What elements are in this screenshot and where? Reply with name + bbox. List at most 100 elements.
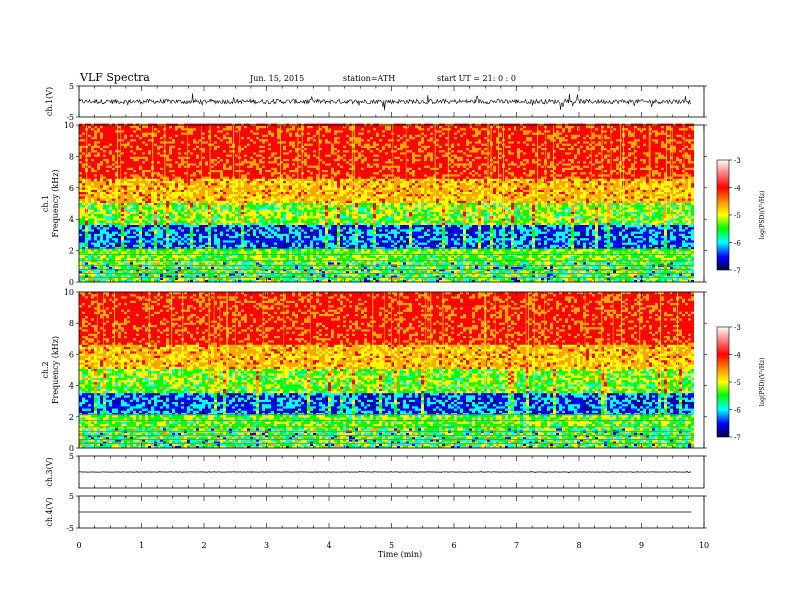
spectrogram-cell [79, 137, 82, 139]
spectrogram-cell [88, 163, 91, 165]
spectrogram-cell [79, 212, 82, 214]
spectrogram-cell [82, 216, 85, 218]
spectrogram-cell [94, 170, 97, 172]
spectrogram-cell [94, 132, 97, 134]
spectrogram-cell [103, 154, 106, 156]
spectrogram-cell [82, 181, 85, 183]
spectrogram-cell [94, 190, 97, 192]
spectrogram-cell [100, 152, 103, 154]
spectrogram-cell [103, 238, 106, 240]
spectrogram-cell [94, 234, 97, 236]
waveform-trace [79, 93, 691, 110]
spectrogram-cell [103, 194, 106, 196]
spectrogram-cell [109, 172, 112, 174]
spectrogram-cell [103, 172, 106, 174]
spectrogram-cell [79, 139, 82, 141]
spectrogram-cell [97, 209, 100, 211]
spectrogram-cell [118, 240, 121, 242]
spectrogram-cell [82, 214, 85, 216]
spectrogram-cell [106, 130, 109, 132]
spectrogram-cell [82, 240, 85, 242]
spectrogram-cell [79, 249, 82, 251]
spectrogram-cell [94, 143, 97, 145]
spectrogram-cell [103, 163, 106, 165]
spectrogram-cell [115, 229, 118, 231]
spectrogram-cell [106, 174, 109, 176]
spectrogram-cell [88, 218, 91, 220]
spectrogram-cell [88, 242, 91, 244]
spectrogram-cell [79, 245, 82, 247]
spectrogram-cell [109, 240, 112, 242]
spectrogram-cell [97, 227, 100, 229]
spectrogram-cell [103, 141, 106, 143]
spectrogram-cell [82, 159, 85, 161]
spectrogram-cell [118, 234, 121, 236]
spectrogram-cell [94, 245, 97, 247]
spectrogram-cell [112, 152, 115, 154]
spectrogram-cell [94, 181, 97, 183]
spectrogram-cell [103, 181, 106, 183]
spectrogram-cell [91, 256, 94, 258]
spectrogram-cell [103, 143, 106, 145]
spectrogram-cell [88, 135, 91, 137]
spectrogram-cell [79, 143, 82, 145]
spectrogram-cell [100, 238, 103, 240]
spectrogram-cell [88, 152, 91, 154]
y-axis-label: ch.1(V) [45, 87, 54, 116]
spectrogram-cell [112, 137, 115, 139]
spectrogram-cell [82, 130, 85, 132]
spectrogram-cell [79, 262, 82, 264]
spectrogram-cell [79, 251, 82, 253]
spectrogram-cell [79, 256, 82, 258]
spectrogram-cell [109, 163, 112, 165]
spectrogram-cell [100, 168, 103, 170]
spectrogram-cell [91, 236, 94, 238]
spectrogram-cell [94, 179, 97, 181]
spectrogram-cell [85, 251, 88, 253]
spectrogram-cell [88, 196, 91, 198]
spectrogram-cell [94, 152, 97, 154]
spectrogram-cell [79, 258, 82, 260]
spectrogram-cell [91, 216, 94, 218]
spectrogram-cell [97, 262, 100, 264]
spectrogram-cell [106, 154, 109, 156]
spectrogram-cell [94, 218, 97, 220]
spectrogram-cell [88, 209, 91, 211]
spectrogram-cell [109, 130, 112, 132]
spectrogram-cell [88, 141, 91, 143]
spectrogram-cell [103, 170, 106, 172]
spectrogram-cell [91, 220, 94, 222]
spectrogram-cell [88, 203, 91, 205]
spectrogram-cell [82, 179, 85, 181]
spectrogram-cell [91, 132, 94, 134]
spectrogram-cell [118, 245, 121, 247]
spectrogram-cell [88, 190, 91, 192]
spectrogram-cell [100, 187, 103, 189]
spectrogram-cell [112, 240, 115, 242]
spectrogram-cell [97, 132, 100, 134]
spectrogram-cell [106, 196, 109, 198]
spectrogram-cell [97, 196, 100, 198]
spectrogram-cell [112, 146, 115, 148]
spectrogram-cell [91, 137, 94, 139]
spectrogram-cell [106, 157, 109, 159]
spectrogram-cell [106, 168, 109, 170]
spectrogram-cell [103, 240, 106, 242]
spectrogram-cell [97, 168, 100, 170]
spectrogram-cell [103, 258, 106, 260]
station-label: station=ATH [343, 74, 395, 83]
spectrogram-cell [97, 223, 100, 225]
spectrogram-cell [79, 229, 82, 231]
spectrogram-cell [88, 183, 91, 185]
spectrogram-cell [109, 165, 112, 167]
spectrogram-cell [112, 194, 115, 196]
spectrogram-cell [109, 201, 112, 203]
spectrogram-cell [79, 267, 82, 269]
spectrogram-cell [100, 146, 103, 148]
spectrogram-cell [91, 170, 94, 172]
spectrogram-cell [97, 225, 100, 227]
spectrogram-cell [91, 176, 94, 178]
spectrogram-cell [97, 234, 100, 236]
spectrogram-cell [97, 154, 100, 156]
spectrogram-cell [88, 227, 91, 229]
